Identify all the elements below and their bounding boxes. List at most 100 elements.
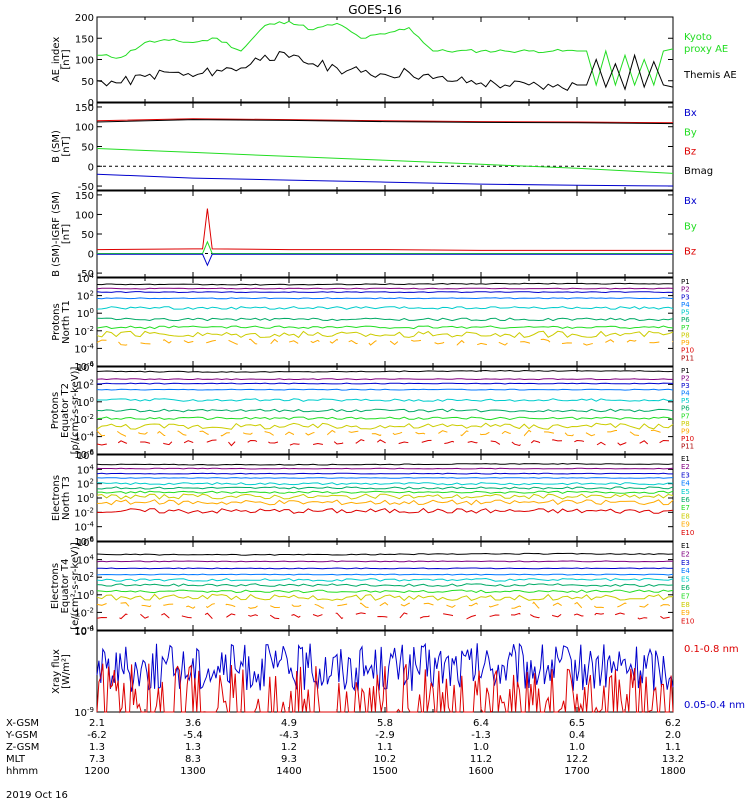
panel-frame: [96, 16, 674, 103]
y-axis-label: [nT]: [61, 224, 72, 244]
panel-3: B (SM)-IGRF (SM) [nT] -50 0 50 100 150 Bx By Bz: [51, 190, 697, 280]
legend-P11: P11: [681, 442, 694, 450]
trace-P10: [96, 439, 674, 447]
footer-value: 9.3: [281, 754, 297, 765]
footer-value: 0.4: [569, 730, 585, 741]
legend-E5: E5: [681, 576, 690, 584]
legend-E9: E9: [681, 521, 690, 529]
footer-value: 7.3: [89, 754, 105, 765]
trace-E4: [96, 573, 674, 576]
footer-value: 6.4: [473, 718, 489, 729]
y-tick-label: 10-6: [74, 535, 94, 548]
y-tick-label: 102: [77, 571, 94, 584]
panel-4: Protons North T110-610-410-2100102104P1P2…: [51, 272, 694, 373]
trace-E5: [96, 482, 674, 486]
trace-P9: [96, 338, 674, 346]
trace-xray-long: [96, 663, 674, 714]
series-line: [96, 51, 674, 91]
legend-P10: P10: [681, 347, 694, 355]
y-axis-label: B (SM)-IGRF (SM): [51, 191, 62, 277]
series-line: [96, 118, 674, 124]
footer-value: 13.2: [662, 754, 684, 765]
y-tick-label: 100: [77, 396, 94, 409]
footer-value: -4.3: [279, 730, 299, 741]
footer-value: 1.1: [377, 742, 393, 753]
y-axis-label: Xray flux: [51, 649, 62, 694]
y-tick-label: 0: [88, 250, 94, 261]
trace-E1: [96, 462, 674, 466]
legend-P1: P1: [681, 367, 690, 375]
legend-entry: Bmag: [684, 166, 713, 177]
legend-entry: By: [684, 221, 697, 232]
y-tick-label: 102: [77, 478, 94, 491]
trace-P8: [96, 330, 674, 339]
panel-frame: [96, 277, 674, 367]
y-tick-label: -50: [78, 182, 94, 193]
legend-E1: E1: [681, 542, 690, 550]
trace-E2: [96, 467, 674, 470]
legend-P9: P9: [681, 427, 690, 435]
trace-E6: [96, 583, 674, 587]
series-line: [96, 173, 674, 187]
series-line: [96, 208, 673, 251]
trace-P4: [96, 388, 674, 391]
trace-P7: [96, 325, 674, 330]
trace-E10: [96, 507, 674, 514]
y-tick-label: 10-2: [74, 413, 94, 426]
chart-title: GOES-16: [348, 3, 402, 17]
trace-E7: [97, 490, 674, 494]
footer-value: 12.2: [566, 754, 588, 765]
trace-P1: [96, 282, 674, 286]
footer-value: 4.9: [281, 718, 297, 729]
trace-P7: [96, 416, 674, 421]
legend-E8: E8: [681, 512, 690, 520]
y-axis-label: [p/(cm²-s-sr-keV)]: [70, 367, 81, 455]
legend-P3: P3: [681, 382, 690, 390]
y-tick-label: 100: [77, 589, 94, 602]
y-axis-label: [nT]: [61, 136, 72, 156]
panel-frame: [96, 190, 674, 278]
panel-frame: [96, 102, 674, 191]
trace-E9: [96, 499, 674, 506]
footer-value: 1.0: [473, 742, 489, 753]
series-line: [97, 253, 673, 267]
legend-P7: P7: [681, 324, 690, 332]
trace-P2: [96, 378, 673, 381]
y-tick-label: 50: [81, 143, 94, 154]
y-tick-label: -50: [78, 269, 94, 280]
legend-P8: P8: [681, 420, 690, 428]
trace-P5: [96, 306, 674, 310]
y-tick-label: 10-6: [74, 360, 94, 373]
y-tick-label: 100: [75, 123, 94, 134]
legend-E7: E7: [681, 592, 690, 600]
trace-E5: [96, 577, 674, 582]
footer-value: -6.2: [87, 730, 107, 741]
y-axis-label: B (SM): [51, 130, 62, 163]
legend-entry: Kyoto: [684, 32, 712, 43]
y-tick-label: 104: [77, 272, 95, 285]
legend-entry: Bx: [684, 196, 697, 207]
series-line: [96, 148, 674, 174]
y-tick-label: 0: [88, 98, 94, 109]
legend-E10: E10: [681, 529, 694, 537]
legend-P1: P1: [681, 278, 690, 286]
trace-E2: [96, 560, 674, 563]
footer-value: 1.3: [185, 742, 201, 753]
y-tick-label: 104: [77, 463, 95, 476]
ephemeris-footer: X-GSM 2.1 3.6 4.9 5.8 6.4 6.5 6.2 Y-GSM -6.2 -5.4 -…: [5, 718, 686, 777]
legend-E2: E2: [681, 550, 690, 558]
legend-E9: E9: [681, 609, 690, 617]
legend-E8: E8: [681, 601, 690, 609]
legend-P5: P5: [681, 309, 690, 317]
y-axis-label: [e/(cm²-s-sr-keV)]: [70, 542, 81, 630]
footer-value: 1.3: [89, 742, 105, 753]
legend-E2: E2: [681, 463, 690, 471]
panel-7: Electrons Equator T4 [e/(cm²-s-sr-keV)]10-…: [50, 536, 694, 637]
y-tick-label: 102: [77, 378, 94, 391]
panel-5: Protons Equator T2 [p/(cm²-s-sr-keV)]10-61…: [50, 361, 694, 461]
legend-E3: E3: [681, 471, 690, 479]
legend-entry: 0.05-0.4 nm: [684, 700, 745, 711]
footer-value: -2.9: [375, 730, 395, 741]
y-tick-label: 10-6: [74, 448, 94, 461]
